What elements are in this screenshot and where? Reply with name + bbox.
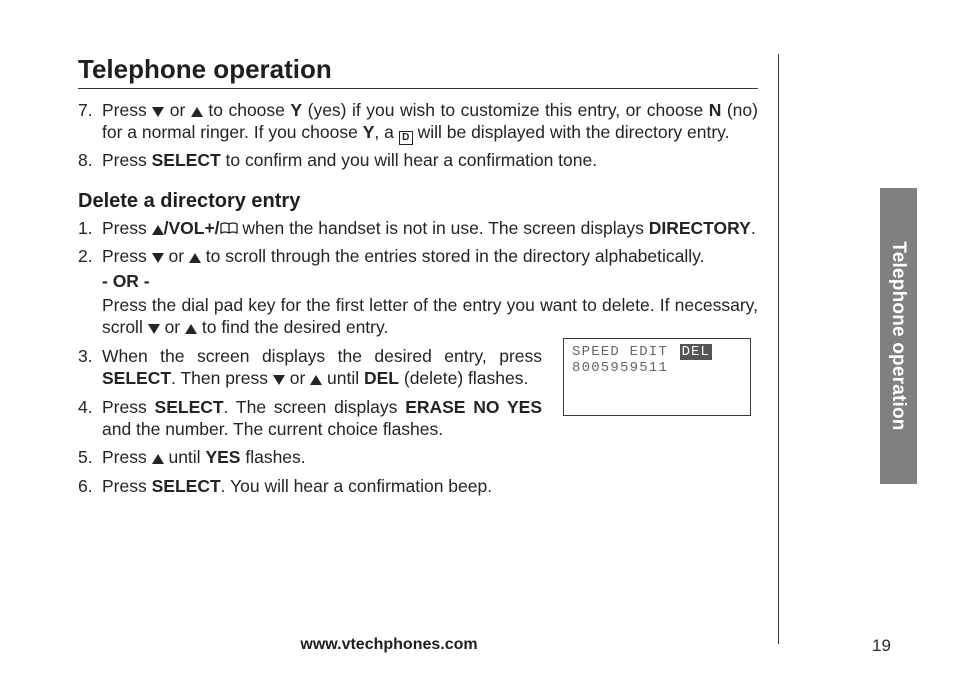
text: Press xyxy=(102,150,152,170)
text: and the number. The current choice flash… xyxy=(102,419,443,439)
text: when the handset is not in use. The scre… xyxy=(238,218,649,238)
text: . The screen displays xyxy=(224,397,406,417)
bold-directory: DIRECTORY xyxy=(649,218,751,238)
down-arrow-icon xyxy=(152,253,164,263)
text: until xyxy=(164,447,206,467)
up-arrow-icon xyxy=(152,225,164,235)
text: or xyxy=(160,317,185,337)
step-7: Press or to choose Y (yes) if you wish t… xyxy=(78,99,758,145)
bold-select: SELECT xyxy=(152,476,221,496)
steps-list-continued: Press or to choose Y (yes) if you wish t… xyxy=(78,99,758,172)
text: Press xyxy=(102,100,152,120)
bold-Y2: Y xyxy=(363,122,375,142)
text: Press xyxy=(102,476,152,496)
bold-select: SELECT xyxy=(155,397,224,417)
bold-erase: ERASE NO YES xyxy=(405,397,542,417)
delete-step-1: Press /VOL+/ when the handset is not in … xyxy=(78,217,758,239)
directory-ringer-icon: D xyxy=(399,131,413,145)
step-8: Press SELECT to confirm and you will hea… xyxy=(78,149,758,171)
bold-select: SELECT xyxy=(102,368,171,388)
text: or xyxy=(164,100,191,120)
or-separator: - OR - xyxy=(102,270,758,292)
subheading-delete: Delete a directory entry xyxy=(78,190,758,213)
directory-book-icon xyxy=(220,222,238,235)
up-arrow-icon xyxy=(310,375,322,385)
right-divider xyxy=(778,54,779,644)
bold-del: DEL xyxy=(364,368,399,388)
text: Press xyxy=(102,246,152,266)
up-arrow-icon xyxy=(189,253,201,263)
bold-Y: Y xyxy=(290,100,302,120)
footer-url: www.vtechphones.com xyxy=(0,636,778,654)
text: to choose xyxy=(203,100,291,120)
text: . Then press xyxy=(171,368,273,388)
text: flashes. xyxy=(240,447,305,467)
content-area: Telephone operation Press or to choose Y… xyxy=(78,54,758,503)
up-arrow-icon xyxy=(152,454,164,464)
up-arrow-icon xyxy=(191,107,203,117)
side-tab-edge xyxy=(914,188,917,484)
lcd-display-illustration: SPEED EDIT DEL 8005959511 xyxy=(563,338,751,416)
page-title: Telephone operation xyxy=(78,54,758,85)
text: . xyxy=(751,218,756,238)
bold-yes: YES xyxy=(205,447,240,467)
text: or xyxy=(285,368,310,388)
delete-step-2: Press or to scroll through the entries s… xyxy=(78,245,758,339)
text: Press xyxy=(102,397,155,417)
text: or xyxy=(164,246,189,266)
text: . You will hear a confirmation beep. xyxy=(221,476,492,496)
text: to scroll through the entries stored in … xyxy=(201,246,705,266)
title-divider xyxy=(78,88,758,89)
down-arrow-icon xyxy=(152,107,164,117)
manual-page: Telephone operation Press or to choose Y… xyxy=(0,0,954,682)
vol-label: /VOL+/ xyxy=(164,218,220,238)
bold-select: SELECT xyxy=(152,150,221,170)
footer-page-number: 19 xyxy=(872,636,891,656)
text: until xyxy=(322,368,364,388)
down-arrow-icon xyxy=(273,375,285,385)
down-arrow-icon xyxy=(148,324,160,334)
delete-step-5: Press until YES flashes. xyxy=(78,446,758,468)
text: to find the desired entry. xyxy=(197,317,388,337)
lcd-line-1: SPEED EDIT DEL xyxy=(572,344,742,360)
text: , a xyxy=(374,122,398,142)
text: (yes) if you wish to customize this entr… xyxy=(302,100,709,120)
bold-N: N xyxy=(709,100,722,120)
lcd-del-highlight: DEL xyxy=(680,344,712,360)
text: Press xyxy=(102,447,152,467)
lcd-text: SPEED EDIT xyxy=(572,344,678,360)
text: (delete) flashes. xyxy=(399,368,528,388)
side-tab-label: Telephone operation xyxy=(887,241,909,430)
up-arrow-icon xyxy=(185,324,197,334)
text: When the screen displays the desired ent… xyxy=(102,346,542,366)
text: to confirm and you will hear a confirmat… xyxy=(221,150,597,170)
text: Press xyxy=(102,218,152,238)
lcd-line-2: 8005959511 xyxy=(572,360,742,376)
text: will be displayed with the directory ent… xyxy=(413,122,730,142)
delete-step-6: Press SELECT. You will hear a confirmati… xyxy=(78,475,758,497)
side-tab: Telephone operation xyxy=(880,188,916,484)
